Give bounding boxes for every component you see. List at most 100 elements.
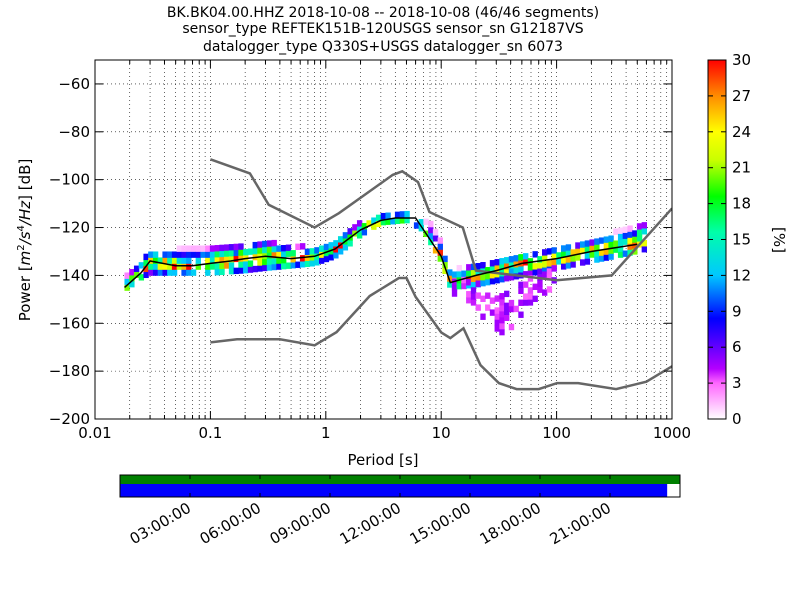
psd-density-cell — [266, 264, 273, 271]
psd-density-cell — [328, 254, 334, 261]
psd-outlier-cell — [523, 299, 529, 306]
y-axis-label: Power [m2/s4/Hz] [dB] — [16, 159, 34, 322]
psd-outlier-cell — [494, 313, 500, 320]
psd-density-cell — [613, 246, 619, 253]
psd-density-cell — [219, 256, 225, 264]
psd-density-cell — [565, 250, 572, 257]
psd-density-cell — [542, 249, 548, 256]
timeline-tick-label: 21:00:00 — [547, 499, 614, 548]
psd-density-cell — [622, 238, 629, 245]
psd-density-cell — [565, 244, 572, 251]
psd-density-cell — [148, 263, 154, 270]
plot-area — [95, 60, 672, 419]
new-high-noise-model-line — [209, 158, 672, 282]
psd-density-cell — [608, 253, 614, 260]
psd-density-cell — [632, 230, 638, 237]
psd-density-cell — [285, 244, 292, 251]
psd-density-cell — [171, 251, 178, 258]
psd-outlier-cell — [466, 297, 472, 304]
psd-outlier-cell — [480, 313, 486, 320]
psd-density-cell — [281, 262, 287, 270]
psd-density-cell — [508, 268, 515, 275]
psd-density-cell — [627, 249, 633, 256]
psd-density-cell — [361, 229, 368, 236]
psd-density-cell — [475, 274, 481, 282]
timeline-tick-label: 12:00:00 — [337, 499, 404, 548]
psd-density-cell — [489, 277, 496, 285]
psd-density-cell — [148, 251, 154, 258]
psd-density-cell — [456, 282, 462, 290]
psd-density-cell — [542, 255, 548, 262]
psd-density-cell — [318, 257, 325, 264]
psd-density-cell — [551, 259, 557, 266]
psd-density-cell — [356, 232, 363, 239]
psd-density-cell — [138, 262, 145, 269]
psd-density-cell — [148, 269, 154, 276]
psd-density-cell — [328, 248, 334, 255]
psd-outlier-cell — [527, 275, 534, 282]
psd-outlier-cell — [475, 292, 481, 299]
psd-density-cell — [271, 245, 277, 253]
psd-density-cell — [466, 264, 472, 271]
psd-density-cell — [209, 257, 216, 264]
psd-outlier-cell — [480, 295, 486, 302]
psd-outlier-cell — [451, 290, 458, 297]
psd-density-cell — [608, 235, 614, 242]
psd-density-cell — [603, 242, 610, 249]
psd-density-cell — [209, 245, 216, 252]
psd-density-cell — [456, 265, 462, 272]
psd-density-cell — [371, 223, 377, 230]
psd-density-cell — [281, 245, 287, 252]
psd-density-cell — [413, 222, 420, 229]
psd-outlier-cell — [513, 305, 519, 313]
psd-density-cell — [304, 254, 311, 262]
psd-density-cell — [304, 260, 311, 267]
psd-density-cell — [167, 251, 173, 258]
psd-density-cell — [143, 259, 149, 267]
psd-density-cell — [195, 251, 201, 258]
psd-density-cell — [537, 256, 543, 263]
psd-density-cell — [542, 267, 548, 274]
psd-outlier-cell — [485, 304, 491, 311]
y-tick-label: −180 — [49, 362, 90, 380]
psd-outlier-cell — [499, 299, 505, 306]
psd-density-cell — [504, 275, 510, 282]
psd-density-cell — [190, 251, 197, 258]
psd-density-cell — [124, 272, 130, 279]
psd-density-cell — [470, 281, 477, 289]
psd-density-cell — [143, 253, 149, 261]
psd-density-cell — [565, 262, 572, 269]
psd-density-cell — [290, 262, 296, 269]
psd-density-cell — [404, 216, 410, 224]
psd-density-cell — [290, 256, 296, 263]
psd-density-cell — [171, 269, 178, 276]
colorbar-label: [%] — [770, 227, 788, 253]
psd-density-cell — [323, 249, 330, 257]
psd-density-cell — [233, 255, 239, 263]
psd-density-cell — [627, 225, 633, 232]
psd-density-cell — [489, 266, 496, 273]
psd-density-cell — [556, 252, 562, 259]
psd-density-cell — [532, 269, 538, 276]
psd-density-cell — [356, 220, 363, 227]
psd-density-cell — [219, 250, 225, 258]
psd-density-cell — [608, 241, 614, 248]
psd-density-cell — [257, 247, 263, 254]
psd-density-cell — [617, 233, 624, 240]
psd-density-cell — [318, 245, 325, 252]
psd-outlier-cell — [508, 323, 515, 331]
psd-density-cell — [262, 258, 268, 266]
psd-outlier-cell — [461, 282, 467, 290]
psd-density-cell — [556, 258, 562, 265]
colorbar-tick-label: 15 — [732, 231, 751, 249]
chart-title-line-3: datalogger_type Q330S+USGS datalogger_sn… — [203, 39, 563, 55]
psd-density-cell — [613, 240, 619, 247]
psd-density-cell — [513, 255, 519, 262]
psd-density-cell — [418, 219, 424, 226]
psd-density-cell — [594, 244, 600, 251]
psd-outlier-cell — [466, 279, 472, 286]
psd-outlier-cell — [518, 287, 524, 294]
psd-outlier-cell — [537, 280, 543, 287]
psd-density-cell — [375, 220, 382, 228]
x-axis-ticks: 0.01 0.1 1 10 100 1000 — [78, 60, 691, 442]
